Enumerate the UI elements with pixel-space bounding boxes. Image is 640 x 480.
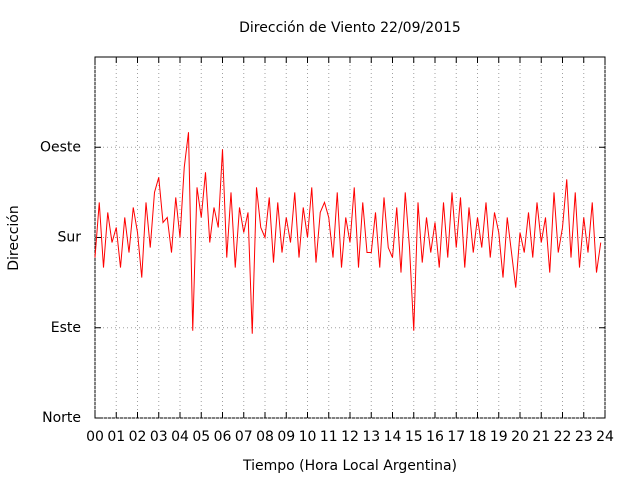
x-tick-label: 05 [192,429,210,445]
data-line [94,132,602,334]
y-tick-label: Este [51,320,81,336]
x-axis-label: Tiempo (Hora Local Argentina) [242,458,457,474]
x-tick-label: 14 [384,429,402,445]
x-tick-label: 00 [86,429,104,445]
x-tick-label: 03 [150,429,168,445]
x-tick-label: 16 [426,429,444,445]
x-tick-label: 02 [129,429,147,445]
x-tick-label: 09 [277,429,295,445]
x-tick-label: 12 [341,429,359,445]
y-tick-label: Oeste [40,139,81,155]
x-tick-label: 19 [490,429,508,445]
x-tick-label: 13 [362,429,380,445]
x-tick-label: 15 [405,429,423,445]
x-tick-label: 20 [511,429,529,445]
x-tick-label: 10 [299,429,317,445]
x-tick-label: 22 [554,429,572,445]
y-tick-label: Norte [42,410,81,426]
x-tick-label: 04 [171,429,189,445]
y-tick-label: Sur [57,230,81,246]
x-tick-label: 07 [235,429,253,445]
x-tick-label: 08 [256,429,274,445]
x-tick-label: 23 [575,429,593,445]
x-tick-label: 21 [532,429,550,445]
x-tick-label: 01 [107,429,125,445]
x-tick-label: 24 [596,429,614,445]
x-tick-label: 17 [447,429,465,445]
x-tick-label: 06 [214,429,232,445]
x-tick-label: 11 [320,429,338,445]
x-tick-label: 18 [469,429,487,445]
y-axis-label: Dirección [6,205,22,270]
chart-title: Dirección de Viento 22/09/2015 [239,20,461,36]
